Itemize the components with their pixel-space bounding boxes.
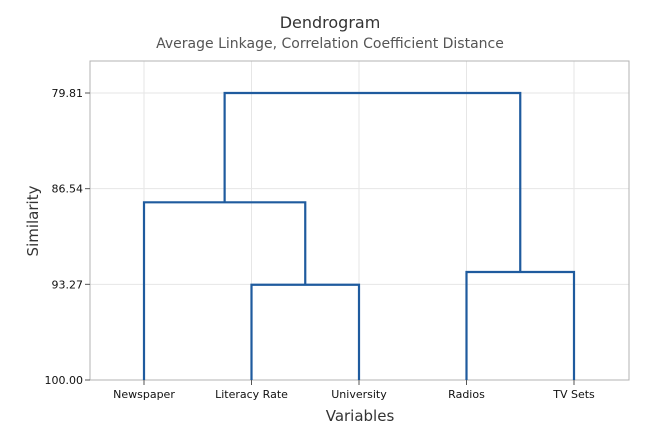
leaf-label: University bbox=[331, 388, 387, 401]
y-tick-label: 86.54 bbox=[52, 183, 84, 196]
dendrogram-links bbox=[142, 91, 576, 380]
leaf-label: Radios bbox=[448, 388, 485, 401]
y-tick-label: 79.81 bbox=[52, 87, 84, 100]
chart-subtitle: Average Linkage, Correlation Coefficient… bbox=[156, 36, 504, 52]
leaf-label: Newspaper bbox=[113, 388, 175, 401]
y-tick-label: 93.27 bbox=[52, 278, 84, 291]
dendrogram-link bbox=[142, 201, 307, 380]
y-tick-label: 100.00 bbox=[45, 374, 84, 387]
dendrogram-link bbox=[223, 91, 522, 272]
x-axis: Newspaper Literacy Rate University Radios TV… bbox=[113, 380, 595, 401]
leaf-label: TV Sets bbox=[552, 388, 595, 401]
leaf-label: Literacy Rate bbox=[215, 388, 288, 401]
x-axis-label: Variables bbox=[326, 407, 395, 425]
dendrogram-link bbox=[465, 270, 576, 380]
chart-title: Dendrogram bbox=[280, 13, 381, 32]
y-axis: 79.81 86.54 93.27 100.00 bbox=[45, 87, 90, 387]
y-axis-label: Similarity bbox=[24, 185, 42, 256]
dendrogram-link bbox=[250, 283, 361, 380]
